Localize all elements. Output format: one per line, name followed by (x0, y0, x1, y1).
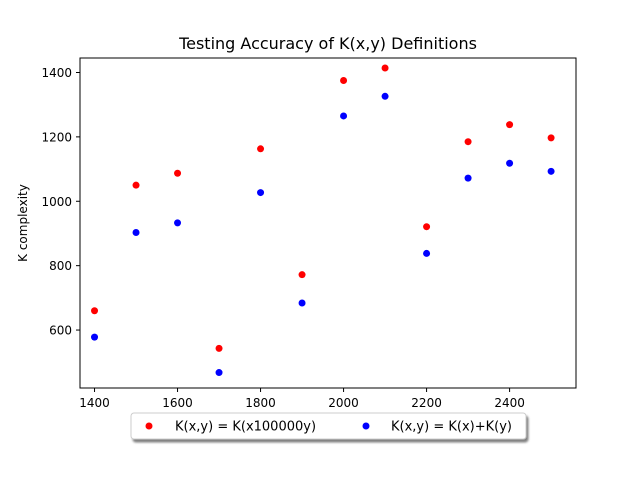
x-tick-label: 2000 (328, 396, 359, 410)
data-point-series-1 (91, 307, 99, 315)
legend-box (130, 412, 527, 440)
x-tick-label: 2400 (494, 396, 525, 410)
data-point-series-1 (381, 64, 389, 72)
data-point-series-1 (215, 344, 223, 352)
y-tick-label: 1400 (41, 66, 72, 80)
y-tick-label: 600 (49, 324, 72, 338)
x-tick-label: 2200 (411, 396, 442, 410)
data-point-series-2 (547, 167, 555, 175)
data-point-series-2 (464, 174, 472, 182)
data-point-series-2 (215, 369, 223, 377)
y-tick-label: 800 (49, 259, 72, 273)
data-point-series-2 (174, 219, 182, 227)
data-point-series-1 (340, 77, 348, 85)
data-point-series-2 (132, 228, 140, 236)
data-point-series-2 (506, 159, 514, 167)
legend-marker-blue (362, 422, 370, 430)
data-point-series-2 (257, 189, 265, 197)
data-point-series-1 (298, 271, 306, 279)
plot-frame (79, 57, 577, 389)
x-tick-label: 1400 (79, 396, 110, 410)
legend-label-series-2: K(x,y) = K(x)+K(y) (391, 420, 512, 435)
legend-label-series-1: K(x,y) = K(x100000y) (175, 420, 316, 435)
data-point-series-1 (132, 181, 140, 189)
data-point-series-1 (464, 138, 472, 146)
data-point-series-2 (298, 299, 306, 307)
x-tick-label: 1600 (162, 396, 193, 410)
data-point-series-1 (174, 169, 182, 177)
data-point-series-1 (423, 223, 431, 231)
data-point-series-2 (91, 333, 99, 341)
legend: K(x,y) = K(x100000y) K(x,y) = K(x)+K(y) (130, 412, 527, 440)
data-point-series-1 (257, 145, 265, 153)
y-axis-label: K complexity (16, 184, 30, 262)
data-point-series-1 (547, 134, 555, 142)
chart-title: Testing Accuracy of K(x,y) Definitions (178, 34, 477, 53)
plot-area: 1400 1600 1800 2000 2200 2400 600 800 1000 1200 1… (41, 57, 577, 410)
y-axis: 600 800 1000 1200 1400 (41, 66, 80, 338)
legend-marker-red (145, 422, 153, 430)
y-tick-label: 1000 (41, 195, 72, 209)
y-tick-label: 1200 (41, 130, 72, 144)
data-point-series-1 (506, 121, 514, 129)
data-point-series-2 (423, 249, 431, 257)
data-points (91, 64, 555, 377)
data-point-series-2 (340, 112, 348, 120)
x-axis: 1400 1600 1800 2000 2200 2400 (79, 388, 525, 410)
x-tick-label: 1800 (245, 396, 276, 410)
data-point-series-2 (381, 92, 389, 100)
